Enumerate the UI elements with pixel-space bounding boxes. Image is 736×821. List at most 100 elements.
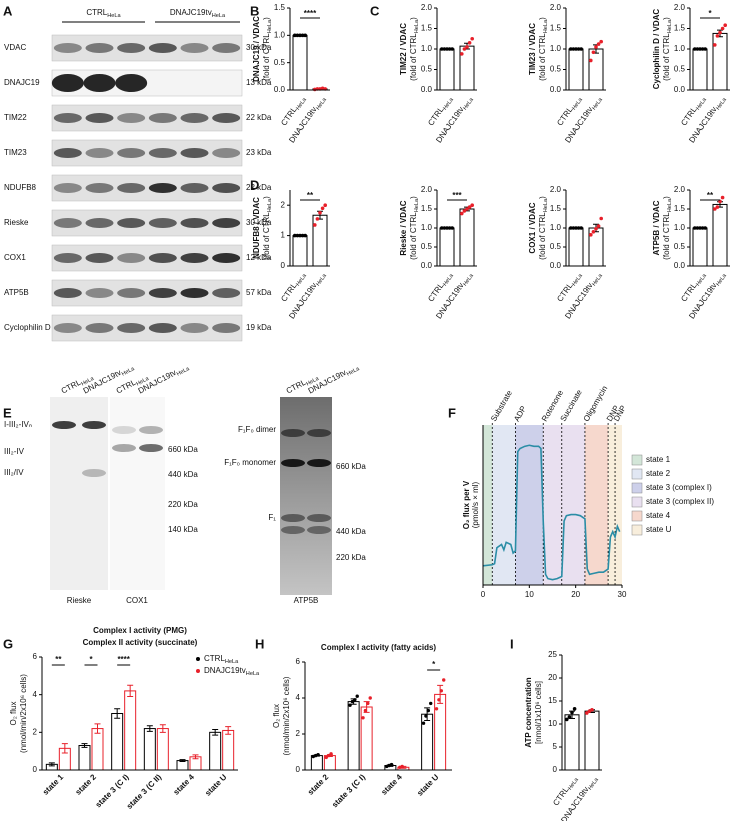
y-tick-label: 1.0 <box>550 44 562 53</box>
panel-label: F <box>448 405 456 420</box>
data-point <box>574 226 578 230</box>
text-part: ) <box>262 17 271 20</box>
data-point <box>596 224 601 228</box>
subscript: HeLa <box>667 19 673 33</box>
data-point <box>594 45 598 49</box>
blot-band <box>148 253 177 263</box>
y-tick-label: 1.0 <box>550 223 562 232</box>
blot-band <box>148 288 177 298</box>
x-tick-label: 20 <box>571 590 580 599</box>
data-point <box>329 752 333 756</box>
y-axis-subtitle: (fold of CTRLHeLa) <box>262 17 273 81</box>
text-part: (fold of CTRL <box>409 33 418 81</box>
data-point <box>713 207 717 211</box>
error-bar <box>114 708 121 719</box>
data-point <box>715 205 720 209</box>
data-point <box>442 226 447 230</box>
chart-title: Complex I activity (PMG) <box>93 626 187 635</box>
phase-region <box>483 425 493 585</box>
blot-band <box>212 288 241 298</box>
y-tick-label: 15 <box>548 696 557 705</box>
legend-swatch <box>631 454 643 466</box>
y-axis-title: TIM23 / VDAC <box>528 23 537 75</box>
data-point <box>470 36 475 41</box>
data-point <box>439 689 444 693</box>
text-part: (fold of CTRL <box>409 212 418 260</box>
subscript: HeLa <box>225 659 239 665</box>
subscript: HeLa <box>592 273 605 288</box>
text-part: CTRL <box>204 654 225 663</box>
y-tick-label: 5 <box>553 742 558 751</box>
blot-strip <box>51 174 243 202</box>
gel-band <box>281 526 305 534</box>
text-part: CTRL <box>60 378 83 396</box>
x-tick-label: state U <box>415 772 440 797</box>
blot-band <box>148 148 177 158</box>
blot-band <box>180 323 209 333</box>
y-tick-label: 0.5 <box>274 58 286 67</box>
data-point <box>295 33 300 38</box>
data-point <box>450 47 455 51</box>
blot-band <box>53 323 82 333</box>
blot-band <box>212 43 241 53</box>
marker-label: 440 kDa <box>336 527 366 536</box>
subscript: HeLa <box>696 273 709 288</box>
data-point <box>442 47 447 51</box>
data-point <box>437 698 441 702</box>
legend-swatch <box>631 482 643 494</box>
error-bar <box>81 743 88 748</box>
error-bar <box>192 754 199 760</box>
y-tick-label: 1.5 <box>421 204 433 213</box>
gel-band <box>139 426 163 434</box>
x-tick-label: state U <box>203 772 228 797</box>
y-tick-label: 4 <box>296 693 301 702</box>
bar <box>292 34 308 91</box>
y-axis-subtitle: (fold of CTRLHeLa) <box>538 196 549 260</box>
blot-band <box>85 43 114 53</box>
bar <box>124 690 137 771</box>
bar <box>156 728 169 771</box>
subscript: HeLa <box>306 376 321 388</box>
y-tick-label: 1.0 <box>674 44 686 53</box>
data-point <box>450 226 455 230</box>
y-axis-subtitle: (fold of CTRLHeLa) <box>662 17 673 81</box>
y-tick-label: 10 <box>548 719 557 728</box>
bar <box>439 227 455 267</box>
blot-strip <box>51 244 243 272</box>
data-point <box>363 708 368 713</box>
blot-kda-label: 30 kDa <box>246 43 272 52</box>
blot-band <box>53 288 82 298</box>
phase-region <box>492 425 516 585</box>
blot-band <box>53 218 82 228</box>
panel-label: D <box>250 177 259 192</box>
subscript: HeLa <box>592 97 605 112</box>
chart-subtitle: Complex II activity (succinate) <box>83 638 198 647</box>
legend-label: state 2 <box>646 469 671 478</box>
data-point <box>366 701 370 706</box>
bar <box>584 710 600 771</box>
data-point <box>591 230 596 234</box>
data-point <box>303 233 308 238</box>
x-tick-label: DNAJC19tvHeLa <box>687 93 728 145</box>
error-bar <box>179 759 186 763</box>
bar <box>692 48 708 91</box>
y-tick-label: 0 <box>296 765 301 774</box>
subscript: HeLa <box>316 97 329 112</box>
y-tick-label: 4 <box>33 690 38 699</box>
text-part: DNAJC19tv <box>170 8 212 17</box>
data-point <box>298 33 302 38</box>
y-tick-label: 2.0 <box>674 3 686 12</box>
data-point <box>591 50 596 55</box>
y-tick-label: 0.5 <box>421 65 433 74</box>
gel-band <box>307 459 331 467</box>
blot-band <box>117 323 146 333</box>
x-tick-label: state 1 <box>41 772 66 797</box>
y-tick-label: 2.0 <box>674 185 686 194</box>
x-tick-label: state 3 (C I) <box>330 772 367 809</box>
blot-band <box>85 218 114 228</box>
blot-band <box>180 218 209 228</box>
y-axis-subtitle: (nmol/min/2x10⁶ cells) <box>282 676 291 755</box>
atp-band-label: F₁F₀ monomer <box>224 458 276 467</box>
y-tick-label: 2 <box>33 727 38 736</box>
